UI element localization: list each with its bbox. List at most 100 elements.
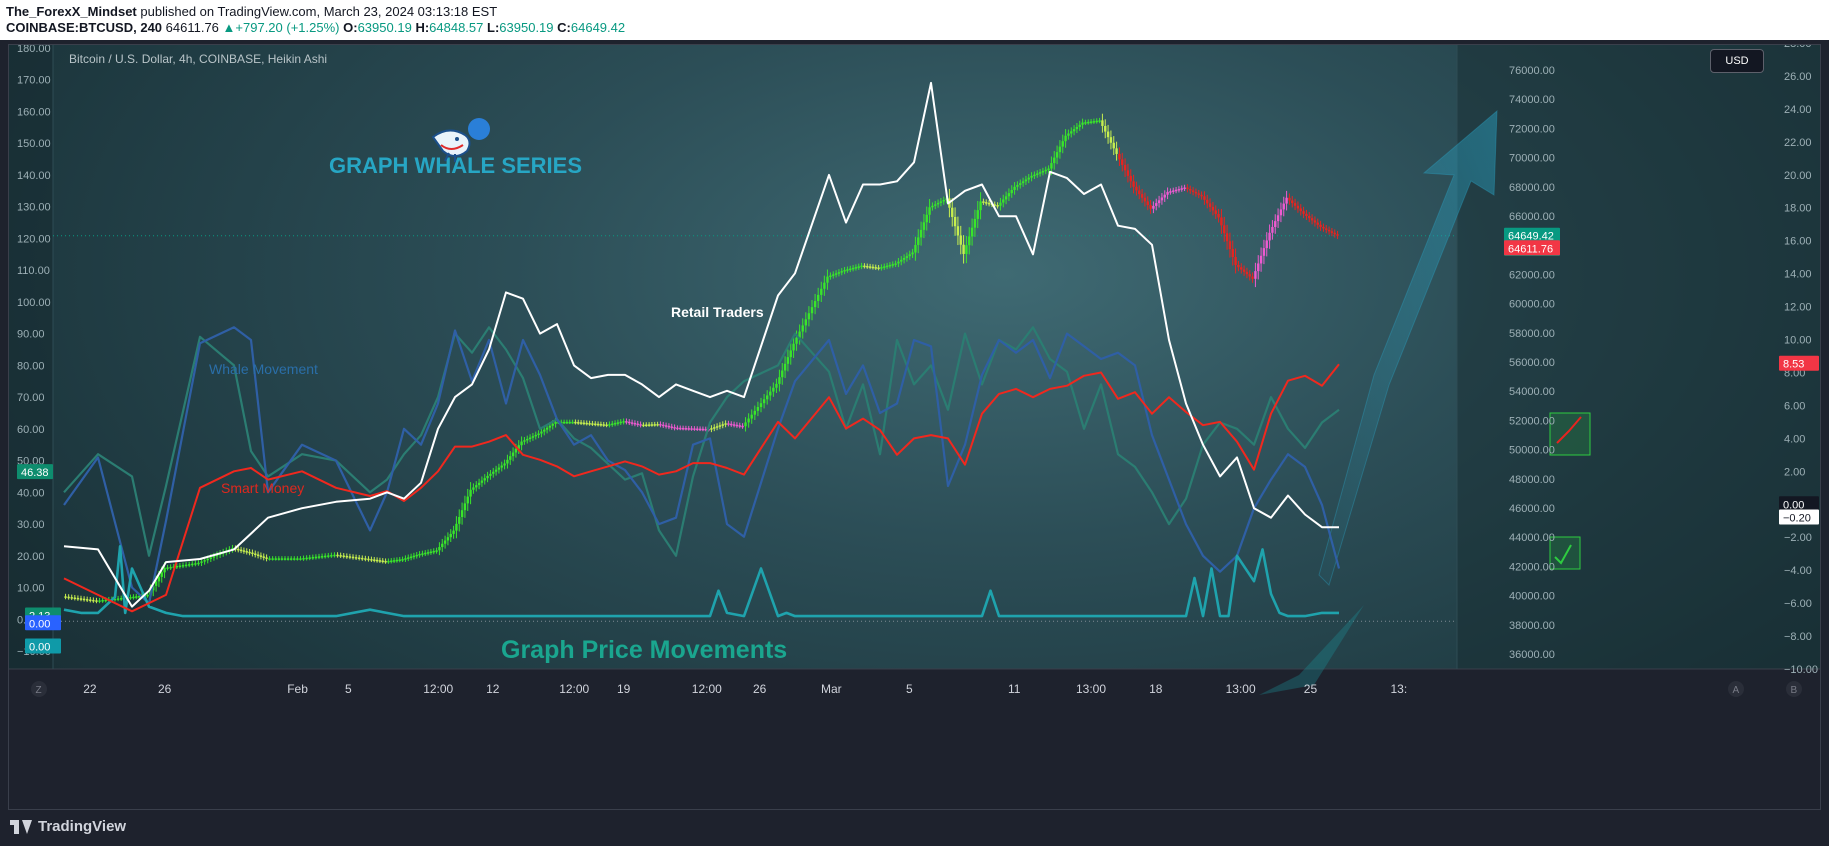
price-movement-line: [63, 545, 1339, 618]
candle-body: [421, 553, 424, 555]
candle-body: [698, 428, 702, 431]
candle-body: [922, 222, 926, 230]
candle-body: [548, 425, 552, 428]
candle-body: [673, 427, 676, 429]
candle-body: [765, 395, 769, 400]
candle-body: [744, 422, 747, 427]
candle-body: [611, 423, 614, 426]
chart-panel[interactable]: 180.00 170.00 160.00 150.00 140.00 130.00 120.…: [8, 44, 1821, 810]
candle-body: [993, 204, 996, 206]
candle-body: [917, 237, 920, 245]
candle-body: [979, 201, 982, 211]
candle-body: [166, 567, 169, 569]
candle-body: [1027, 177, 1030, 180]
check-mark-upper: [1556, 416, 1582, 444]
left-badge-whale-movement: 0.00: [29, 618, 50, 630]
candle-body: [435, 550, 438, 552]
candle-body: [1245, 271, 1249, 275]
candle-body: [1325, 228, 1328, 230]
candle-body: [1061, 141, 1064, 147]
candle-body: [1242, 269, 1246, 272]
candle-body: [1183, 187, 1186, 190]
candle-body: [1228, 241, 1232, 250]
candle-body: [364, 558, 367, 560]
candle-body: [1155, 203, 1158, 206]
candle-body: [378, 560, 382, 562]
candle-body: [537, 433, 540, 436]
candle-body: [497, 467, 501, 470]
candle-body: [1305, 213, 1308, 216]
candle-body: [1084, 122, 1087, 124]
candle-body: [772, 387, 775, 392]
candle-body: [169, 566, 172, 569]
time-axis-button-label: Z: [36, 685, 42, 696]
oscillator-axis-tick: −4.00: [1784, 565, 1812, 577]
candle-body: [857, 266, 860, 268]
candle-body: [982, 201, 985, 203]
annotation-whale-movement: Whale Movement: [209, 361, 318, 377]
candle-body: [70, 597, 73, 599]
candle-body: [647, 424, 651, 426]
candle-body: [1225, 233, 1229, 242]
time-axis-tick: Feb: [287, 682, 308, 696]
left-axis-tick: 140.00: [17, 170, 51, 182]
high-value: 64848.57: [429, 20, 484, 35]
candle-body: [936, 202, 940, 205]
candle-body: [209, 557, 213, 559]
candle-body: [274, 558, 277, 560]
candle-body: [1274, 221, 1277, 227]
candle-body: [483, 478, 486, 481]
smart-money-line: [63, 363, 1340, 613]
candle-body: [704, 428, 707, 431]
left-axis-tick: 20.00: [17, 551, 45, 563]
candle-body: [588, 423, 591, 425]
candle-body: [489, 473, 492, 476]
candle-body: [330, 555, 333, 557]
candle-body: [1262, 248, 1266, 256]
candle-body: [650, 424, 654, 426]
candle-body: [367, 558, 370, 561]
arrow-tail-annotation: [1259, 605, 1364, 695]
candle-body: [268, 558, 271, 560]
candle-body: [135, 596, 138, 598]
candle-body: [1104, 125, 1107, 132]
high-label: H:: [415, 20, 430, 35]
candle-body: [1033, 174, 1036, 177]
candle-body: [622, 421, 625, 423]
candle-body: [1200, 194, 1203, 197]
candle-body: [829, 275, 832, 277]
candle-body: [76, 597, 80, 600]
candle-body: [1299, 208, 1302, 212]
time-axis-tick: 26: [753, 682, 767, 696]
candle-body: [874, 267, 877, 269]
candle-body: [860, 265, 863, 268]
candle-body: [463, 503, 467, 511]
candle-body: [163, 567, 166, 573]
candle-body: [1075, 126, 1079, 130]
candle-body: [280, 558, 284, 560]
candle-body: [1149, 205, 1152, 209]
candle-body: [1220, 217, 1223, 226]
candle-body: [1166, 191, 1169, 195]
osc-badge-zero: 0.00: [1783, 499, 1804, 511]
candle-body: [741, 425, 744, 428]
candle-body: [721, 424, 724, 426]
candle-body: [200, 561, 203, 563]
time-axis-tick: 26: [158, 682, 172, 696]
candle-body: [866, 266, 869, 268]
chart-svg[interactable]: 180.00170.00160.00150.00140.00130.00120.…: [9, 45, 1821, 810]
candle-body: [1044, 169, 1047, 172]
publisher-name[interactable]: The_ForexX_Mindset: [6, 4, 137, 19]
candle-body: [849, 268, 852, 271]
tradingview-logo[interactable]: TradingView: [10, 818, 126, 835]
candle-body: [956, 226, 960, 236]
candle-body: [523, 440, 526, 442]
candle-body: [931, 205, 934, 208]
candle-body: [286, 558, 290, 560]
currency-button[interactable]: USD: [1710, 49, 1764, 73]
candle-body: [1279, 209, 1283, 216]
candle-body: [919, 229, 923, 238]
candle-body: [384, 560, 387, 563]
candle-body: [1132, 181, 1135, 187]
candle-body: [323, 555, 327, 558]
